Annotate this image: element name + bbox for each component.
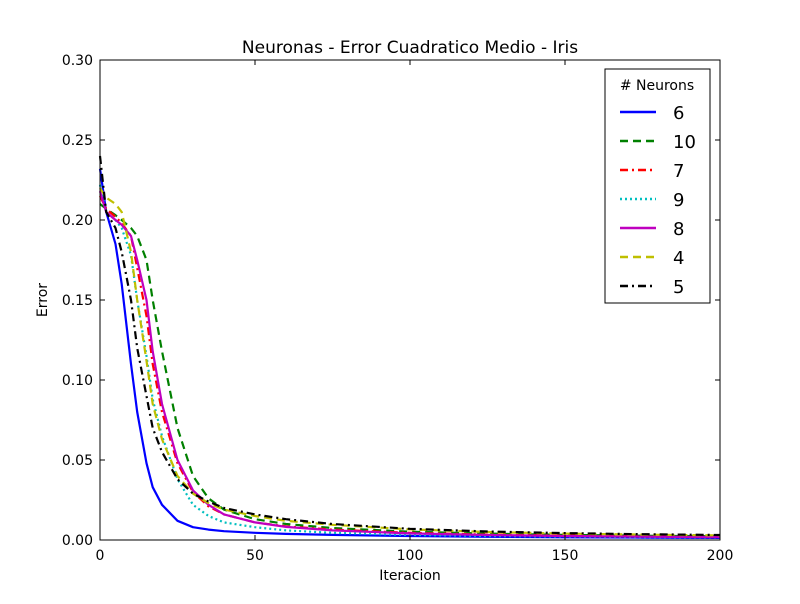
y-axis-label: Error <box>35 283 51 317</box>
legend-label-10: 10 <box>673 132 696 153</box>
legend-label-4: 4 <box>673 248 684 269</box>
series-line-8 <box>98 190 721 539</box>
x-axis-label: Iteracion <box>379 568 441 584</box>
axes-layer: 0 50 100 150 200 0.00 0.05 0.10 0.15 0.20 0.25 0.30 <box>62 53 734 564</box>
y-tick-label: 0.30 <box>62 53 93 69</box>
series-line-5 <box>98 155 721 537</box>
y-tick-label: 0.10 <box>62 373 93 389</box>
y-tick-label: 0.15 <box>62 293 93 309</box>
x-tick-label: 100 <box>397 548 424 564</box>
legend-title: # Neurons <box>620 78 694 94</box>
series-layer <box>98 155 721 540</box>
x-tick-label: 50 <box>246 548 264 564</box>
x-tick-label: 150 <box>552 548 579 564</box>
legend-entries: 6 10 7 9 8 4 5 <box>620 103 696 298</box>
legend-label-8: 8 <box>673 219 684 240</box>
series-line-6 <box>98 168 721 540</box>
legend: # Neurons 6 10 7 9 8 4 5 <box>604 68 711 304</box>
legend-label-9: 9 <box>673 190 684 211</box>
y-tick-label: 0.25 <box>62 133 93 149</box>
y-tick-label: 0.20 <box>62 213 93 229</box>
x-tick-label: 200 <box>707 548 734 564</box>
legend-label-7: 7 <box>673 161 684 182</box>
x-tick-label: 0 <box>96 548 105 564</box>
series-line-4 <box>99 187 721 537</box>
y-tick-label: 0.00 <box>62 533 93 549</box>
chart-title: Neuronas - Error Cuadratico Medio - Iris <box>242 38 578 58</box>
legend-box <box>604 68 711 304</box>
legend-label-6: 6 <box>673 103 684 124</box>
legend-label-5: 5 <box>673 277 684 298</box>
y-tick-label: 0.05 <box>62 453 93 469</box>
